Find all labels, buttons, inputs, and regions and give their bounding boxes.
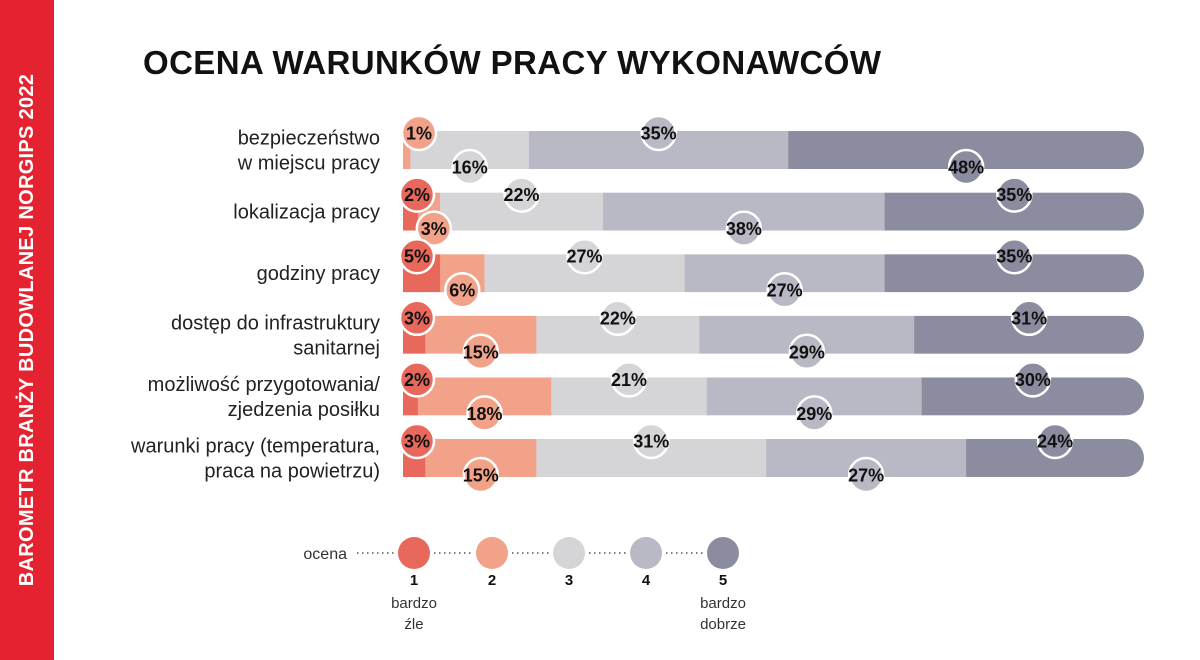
category-label: dostęp do infrastruktury (171, 312, 380, 334)
category-label: w miejscu pracy (237, 153, 380, 175)
value-label: 31% (633, 432, 669, 452)
legend-swatch (707, 537, 739, 569)
legend-number: 1 (410, 572, 418, 589)
bar-segment (921, 377, 1144, 416)
legend-description: dobrze (700, 616, 746, 633)
value-marker (1014, 361, 1052, 398)
bar-segment (914, 315, 1144, 354)
value-marker (1010, 299, 1048, 337)
value-label: 3% (404, 432, 430, 452)
category-label: możliwość przygotowania/ (148, 374, 381, 396)
value-label: 29% (789, 342, 825, 362)
value-marker (996, 237, 1033, 275)
bar-group (403, 131, 1144, 169)
value-label: 35% (996, 185, 1032, 205)
value-marker (947, 148, 985, 186)
value-marker (725, 210, 763, 247)
value-label: 5% (404, 247, 430, 267)
category-label: zjedzenia posiłku (228, 399, 380, 421)
value-label: 22% (600, 308, 636, 328)
category-label: godziny pracy (257, 263, 380, 285)
value-marker (788, 333, 826, 371)
legend-description: bardzo (391, 595, 437, 612)
value-marker (466, 395, 503, 432)
value-label: 27% (767, 281, 803, 301)
value-marker (766, 271, 803, 309)
value-marker (503, 176, 540, 213)
value-marker (462, 456, 500, 494)
value-label: 48% (948, 158, 984, 178)
legend-description: źle (404, 616, 423, 633)
legend-swatch (553, 537, 585, 569)
value-marker (398, 422, 436, 460)
legend-number: 5 (719, 572, 727, 589)
value-label: 30% (1015, 370, 1051, 390)
value-marker (599, 299, 637, 337)
value-marker (632, 422, 670, 460)
value-marker (1036, 422, 1074, 460)
value-label: 38% (726, 219, 762, 239)
value-label: 31% (1011, 308, 1047, 328)
value-marker (398, 299, 436, 337)
legend-number: 4 (642, 572, 651, 589)
legend-label: ocena (303, 546, 347, 563)
value-marker (398, 237, 436, 275)
value-label: 35% (996, 247, 1032, 267)
value-marker (610, 361, 648, 398)
legend-swatch (398, 537, 430, 569)
value-label: 2% (404, 370, 430, 390)
value-label: 16% (452, 158, 488, 178)
category-label: praca na powietrzu) (204, 461, 380, 483)
value-label: 6% (449, 281, 475, 301)
value-marker (400, 114, 438, 152)
value-label: 15% (463, 466, 499, 486)
category-label: lokalizacja pracy (233, 202, 380, 224)
value-label: 27% (567, 247, 603, 267)
value-label: 1% (406, 124, 432, 144)
value-label: 22% (504, 185, 540, 205)
bar-group (403, 377, 1144, 416)
value-label: 35% (641, 124, 677, 144)
value-label: 18% (466, 404, 502, 424)
value-marker (640, 114, 677, 152)
legend-description: bardzo (700, 595, 746, 612)
value-label: 2% (404, 185, 430, 205)
category-label: warunki pracy (temperatura, (130, 436, 380, 458)
side-banner: BAROMETR BRANŻY BUDOWLANEJ NORGIPS 2022 (0, 0, 54, 660)
bar-segment (788, 131, 1144, 169)
legend-swatch (476, 537, 508, 569)
legend-number: 2 (488, 572, 496, 589)
value-label: 21% (611, 370, 647, 390)
legend-number: 3 (565, 572, 573, 589)
value-marker (796, 395, 833, 432)
category-label: sanitarnej (293, 337, 380, 359)
value-label: 27% (848, 466, 884, 486)
value-label: 24% (1037, 432, 1073, 452)
chart-title: OCENA WARUNKÓW PRACY WYKONAWCÓW (143, 44, 882, 81)
value-label: 15% (463, 342, 499, 362)
value-marker (996, 176, 1033, 213)
value-marker (847, 456, 885, 494)
category-label: bezpieczeństwo (238, 128, 380, 150)
value-label: 29% (796, 404, 832, 424)
value-marker (415, 210, 453, 247)
value-marker (451, 148, 488, 186)
value-marker (444, 271, 481, 309)
value-label: 3% (404, 308, 430, 328)
bar-segment (966, 439, 1144, 477)
value-marker (398, 361, 436, 398)
bar-segment (403, 131, 411, 169)
value-marker (398, 176, 436, 213)
value-label: 3% (421, 219, 447, 239)
bar-segment (884, 254, 1144, 293)
bar-segment (884, 192, 1144, 231)
value-marker (462, 333, 500, 371)
value-marker (566, 237, 603, 275)
legend-swatch (630, 537, 662, 569)
